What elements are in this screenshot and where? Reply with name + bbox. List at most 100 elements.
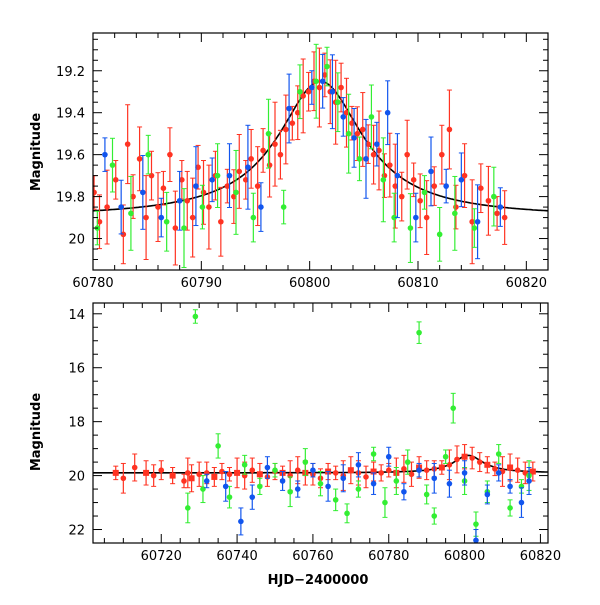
data-point-red <box>446 461 453 468</box>
data-point-red <box>256 471 263 478</box>
data-point-blue <box>363 156 369 162</box>
data-point-red <box>272 141 278 147</box>
x-tick-label: 60760 <box>292 549 333 564</box>
data-point-green <box>382 499 388 506</box>
data-point-red <box>184 197 191 204</box>
data-point-red <box>96 218 103 225</box>
data-point-green <box>421 189 428 196</box>
data-point-blue <box>355 461 362 468</box>
data-point-blue <box>294 486 301 492</box>
data-point-blue <box>461 470 468 476</box>
model-curve-line <box>93 80 548 212</box>
data-point-blue <box>118 204 124 210</box>
data-point-red <box>494 210 500 217</box>
data-point-blue <box>226 172 233 179</box>
data-point-red <box>172 225 179 231</box>
y-tick-label: 19.2 <box>56 65 85 80</box>
data-point-green <box>257 483 263 490</box>
data-point-red <box>385 467 392 473</box>
data-point-red <box>254 183 261 189</box>
data-point-green <box>184 505 191 511</box>
data-point-red <box>294 467 301 473</box>
data-point-red <box>363 474 369 480</box>
data-point-green <box>317 480 324 487</box>
data-point-red <box>354 130 361 137</box>
data-point-blue <box>385 453 392 460</box>
data-point-green <box>109 162 116 168</box>
panel-data-layer <box>93 43 548 268</box>
data-point-red <box>169 472 176 479</box>
x-tick-label: 60810 <box>397 276 438 291</box>
data-point-red <box>376 147 382 154</box>
data-point-blue <box>526 478 532 484</box>
data-point-green <box>491 193 497 200</box>
data-point-red <box>305 88 312 95</box>
data-point-red <box>417 197 423 204</box>
data-point-blue <box>507 483 513 490</box>
data-point-red <box>226 471 233 478</box>
data-point-red <box>160 185 167 192</box>
panel-bottom-xlabel: HJD−2400000 <box>268 573 369 588</box>
data-point-blue <box>325 483 331 490</box>
data-point-blue <box>374 141 380 147</box>
data-point-red <box>112 177 119 183</box>
data-point-blue <box>279 478 286 484</box>
data-point-red <box>224 183 231 189</box>
data-point-red <box>484 461 491 468</box>
data-point-red <box>398 193 405 200</box>
data-point-red <box>365 141 371 147</box>
data-point-red <box>529 468 536 475</box>
data-point-blue <box>518 499 525 506</box>
data-point-red <box>501 214 508 221</box>
data-point-blue <box>158 214 165 221</box>
data-point-blue <box>431 475 438 482</box>
data-point-red <box>370 468 377 475</box>
data-point-green <box>436 231 443 238</box>
data-point-green <box>368 114 375 120</box>
data-point-red <box>189 214 196 221</box>
data-point-green <box>391 214 397 221</box>
x-tick-label: 60820 <box>506 276 547 291</box>
x-tick-label: 60800 <box>289 276 330 291</box>
data-point-green <box>250 214 257 221</box>
data-point-blue <box>484 491 491 498</box>
data-point-red <box>507 464 514 471</box>
data-point-green <box>226 494 233 500</box>
data-point-blue <box>416 467 422 473</box>
data-point-blue <box>245 164 251 171</box>
data-point-red <box>438 464 445 471</box>
data-point-red <box>249 467 256 473</box>
data-point-blue <box>351 135 357 141</box>
data-point-red <box>242 177 249 183</box>
x-tick-label: 60820 <box>520 549 561 564</box>
data-point-red <box>485 197 492 204</box>
data-point-red <box>476 459 483 465</box>
data-point-blue <box>249 494 256 500</box>
data-point-red <box>338 84 344 91</box>
data-point-green <box>297 88 303 95</box>
data-point-green <box>215 443 221 449</box>
data-point-blue <box>310 467 316 473</box>
data-point-red <box>431 183 438 189</box>
data-point-blue <box>394 172 401 179</box>
data-point-red <box>300 93 306 99</box>
data-point-green <box>507 505 513 511</box>
data-point-red <box>236 168 243 175</box>
data-point-red <box>332 470 339 476</box>
data-point-green <box>345 130 352 137</box>
data-point-red <box>143 469 150 476</box>
panel-data-layer <box>93 309 548 543</box>
data-point-blue <box>309 84 315 91</box>
data-point-red <box>378 470 384 476</box>
data-point-blue <box>102 151 108 158</box>
data-point-red <box>469 218 475 225</box>
data-point-red <box>408 471 415 478</box>
x-tick-label: 60780 <box>368 549 409 564</box>
data-point-green <box>313 78 319 85</box>
data-point-green <box>265 130 272 137</box>
data-point-green <box>233 189 239 196</box>
data-point-red <box>130 193 136 200</box>
data-point-green <box>200 486 206 492</box>
data-point-blue <box>203 478 210 484</box>
data-point-red <box>283 126 289 133</box>
